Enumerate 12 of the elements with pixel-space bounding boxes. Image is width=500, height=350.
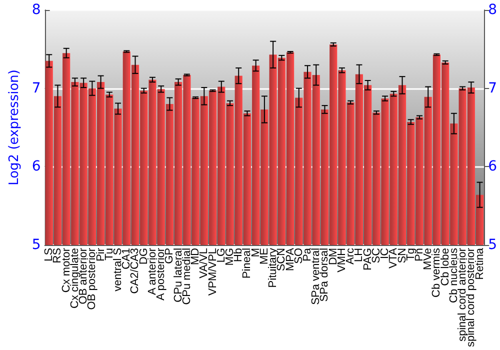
y2-tick-label: 5 — [488, 236, 498, 253]
x-tick-label: Tg — [404, 248, 417, 261]
x-tick-label: Retina — [474, 247, 486, 280]
x-tick-label: A posterior — [155, 248, 168, 301]
y2-tick-label: 6 — [488, 158, 498, 175]
y2-tick-label: 8 — [488, 2, 498, 18]
y-tick-label: 7 — [32, 80, 41, 96]
y2-tick-label: 7 — [488, 80, 498, 96]
y-tick-label: 6 — [32, 158, 41, 175]
y-tick-label: 8 — [32, 2, 41, 18]
y-tick-label: 5 — [32, 236, 41, 253]
y-axis-title: Log2 (expression) — [7, 70, 22, 186]
